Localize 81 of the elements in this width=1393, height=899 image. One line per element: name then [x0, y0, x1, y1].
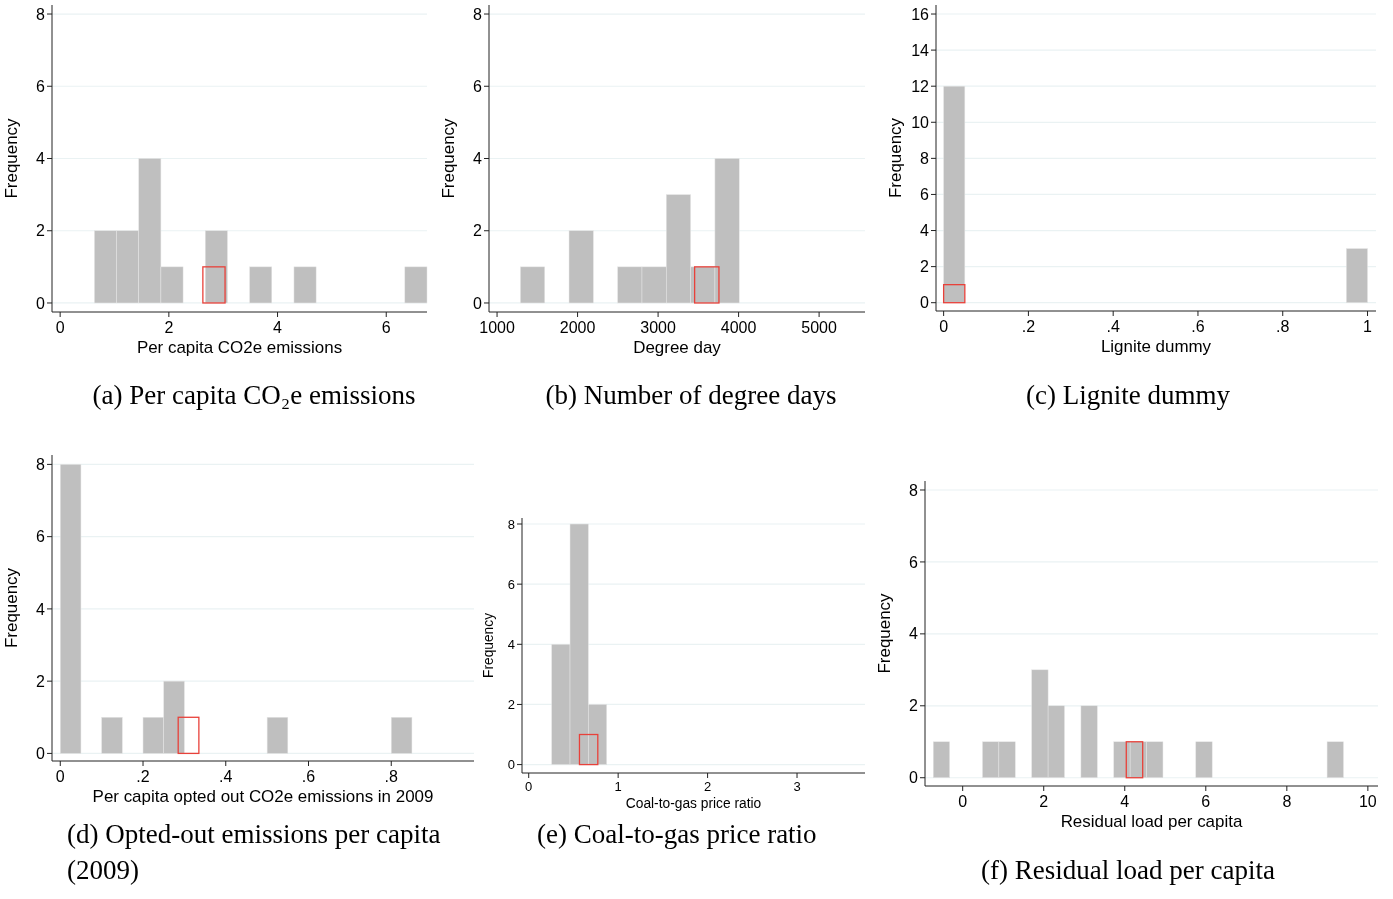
y-tick-label: 4: [36, 150, 46, 168]
text: (e) Coal-to-gas price ratio: [537, 819, 817, 849]
x-tick-label: 3000: [640, 318, 676, 336]
y-tick-label: 0: [473, 294, 483, 312]
y-tick-label: 0: [507, 757, 515, 773]
y-tick-label: 0: [920, 294, 930, 312]
x-tick-label: 10: [1358, 792, 1377, 810]
x-tick-label: .4: [219, 767, 233, 785]
y-tick-label: 8: [473, 5, 483, 23]
text: (c) Lignite dummy: [1026, 380, 1231, 410]
x-tick-label: .2: [136, 767, 150, 785]
y-tick-label: 4: [507, 636, 515, 652]
y-axis-title: Frequency: [481, 612, 497, 679]
text: (b) Number of degree days: [545, 380, 837, 410]
x-tick-label: .6: [301, 767, 316, 785]
text: (f) Residual load per capita: [981, 855, 1275, 885]
x-tick-label: 4000: [720, 318, 757, 336]
x-tick-label: 0: [525, 779, 533, 795]
y-tick-label: 6: [36, 528, 46, 546]
x-tick-label: 6: [381, 318, 391, 336]
x-tick-label: .8: [384, 767, 399, 785]
y-tick-label: 4: [473, 150, 483, 168]
x-tick-label: 8: [1282, 792, 1292, 810]
y-tick-label: 6: [920, 186, 930, 204]
x-tick-label: 0: [958, 792, 968, 810]
x-tick-label: 0: [55, 318, 65, 336]
y-tick-label: 10: [911, 113, 930, 131]
x-tick-label: 4: [273, 318, 283, 336]
y-tick-label: 4: [36, 600, 46, 618]
x-axis-title: Per capita opted out CO2e emissions in 2009: [92, 786, 434, 806]
y-tick-label: 14: [911, 41, 930, 59]
y-tick-label: 0: [36, 294, 46, 312]
x-tick-label: 0: [939, 317, 949, 335]
x-tick-label: 1: [614, 779, 622, 795]
x-axis-title: Lignite dummy: [1100, 336, 1212, 356]
text: (d) Opted-out emissions per capita (2009): [67, 819, 441, 885]
x-tick-label: .8: [1276, 317, 1290, 335]
y-tick-label: 8: [36, 5, 46, 23]
y-axis-title: Frequency: [1, 117, 21, 199]
y-tick-label: 2: [909, 697, 919, 715]
y-tick-label: 2: [507, 696, 515, 712]
x-tick-label: 2: [703, 779, 712, 795]
y-tick-label: 0: [36, 745, 46, 763]
y-axis-title: Frequency: [1, 567, 21, 649]
y-axis-title: Frequency: [885, 117, 905, 199]
y-tick-label: 6: [36, 77, 46, 95]
y-tick-label: 2: [473, 222, 483, 240]
y-tick-label: 12: [911, 77, 930, 95]
y-axis-title: Frequency: [438, 117, 458, 199]
y-tick-label: 4: [920, 222, 930, 240]
y-tick-label: 2: [36, 672, 46, 690]
y-tick-label: 6: [909, 553, 919, 571]
y-tick-label: 8: [36, 455, 46, 473]
x-tick-label: .6: [1191, 317, 1205, 335]
x-tick-label: .4: [1106, 317, 1120, 335]
x-tick-label: 2: [164, 318, 174, 336]
y-tick-label: 2: [920, 258, 930, 276]
y-tick-label: 2: [36, 222, 46, 240]
y-tick-label: 8: [507, 516, 515, 532]
y-tick-label: 6: [507, 576, 515, 592]
y-tick-label: 6: [473, 77, 483, 95]
x-axis-title: Coal-to-gas price ratio: [625, 795, 762, 811]
y-tick-label: 8: [909, 481, 919, 499]
x-tick-label: 1000: [479, 318, 515, 336]
y-axis-title: Frequency: [874, 592, 894, 674]
x-axis-title: Degree day: [633, 337, 722, 357]
x-tick-label: 5000: [801, 318, 838, 336]
x-tick-label: 0: [55, 767, 65, 785]
y-tick-label: 8: [920, 149, 930, 167]
x-tick-label: .2: [1021, 317, 1036, 335]
x-tick-label: 3: [793, 779, 801, 795]
x-tick-label: 4: [1120, 792, 1130, 810]
x-tick-label: 2: [1039, 792, 1049, 810]
y-tick-label: 16: [911, 5, 930, 23]
x-tick-label: 1: [1363, 317, 1373, 335]
y-tick-label: 4: [909, 625, 919, 643]
text: (a) Per capita CO₂e emissions: [92, 380, 416, 410]
x-tick-label: 6: [1201, 792, 1211, 810]
x-axis-title: Residual load per capita: [1060, 811, 1243, 831]
x-tick-label: 2000: [559, 318, 596, 336]
x-axis-title: Per capita CO2e emissions: [136, 337, 343, 357]
